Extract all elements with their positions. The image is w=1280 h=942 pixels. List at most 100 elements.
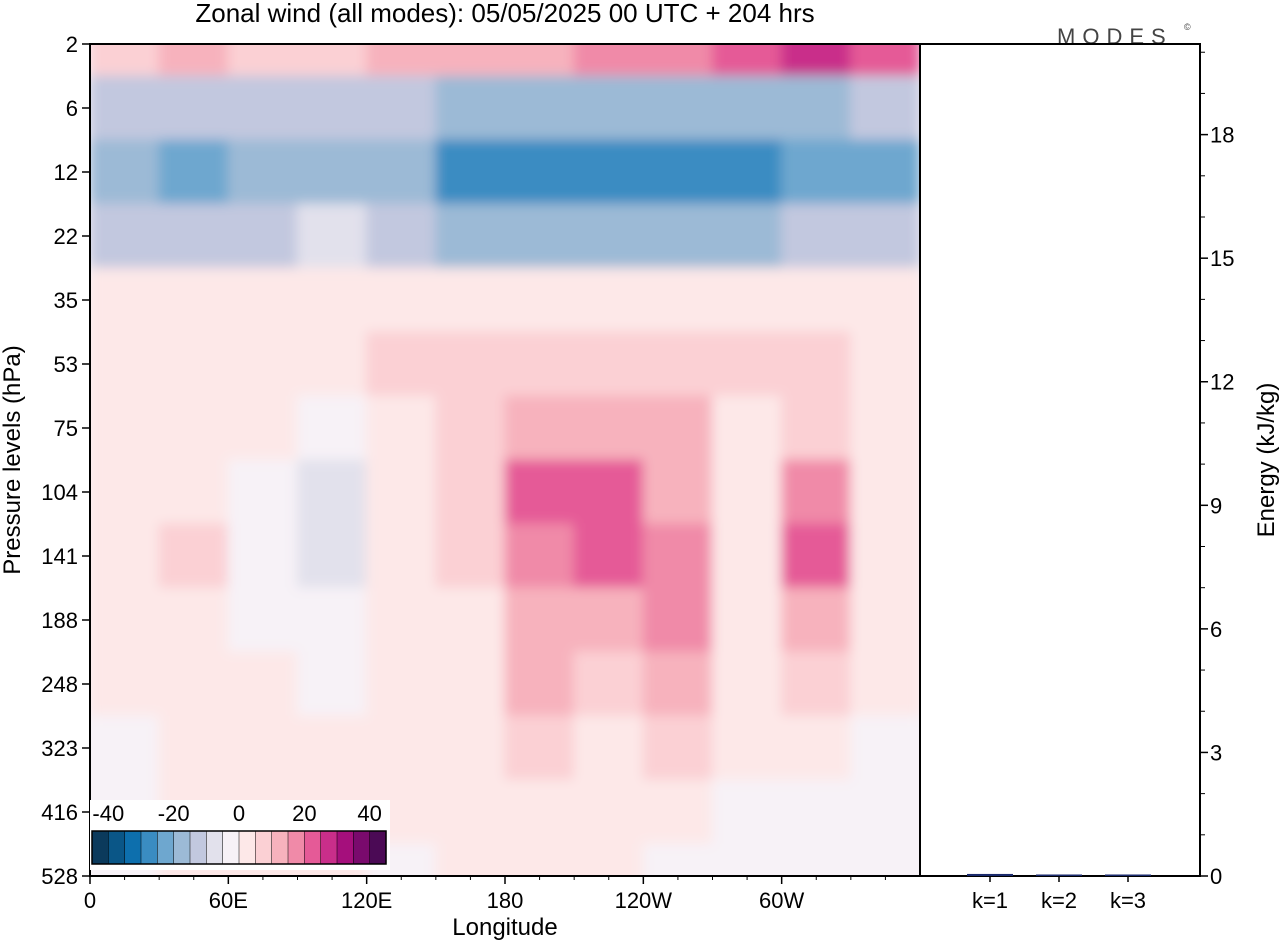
heatmap-cell xyxy=(158,651,229,717)
heatmap-cell xyxy=(366,203,437,269)
heatmap-cell xyxy=(781,779,852,845)
heatmap-cell xyxy=(158,587,229,653)
energy-category-label: k=1 xyxy=(972,888,1008,913)
heatmap-cell xyxy=(642,587,713,653)
heatmap-cell xyxy=(850,651,920,717)
heatmap-cell xyxy=(504,75,575,141)
heatmap-cell xyxy=(850,267,920,333)
colorbar-swatch xyxy=(173,830,191,865)
heatmap-cell xyxy=(573,587,644,653)
heatmap-cell xyxy=(158,395,229,461)
energy-bar xyxy=(1105,874,1151,876)
heatmap-cell xyxy=(435,779,506,845)
heatmap-cell xyxy=(158,267,229,333)
heatmap-cell xyxy=(573,267,644,333)
colorbar-swatch xyxy=(222,830,240,865)
heatmap-cell xyxy=(781,651,852,717)
x-tick-label: 0 xyxy=(84,888,96,913)
heatmap-cell xyxy=(504,139,575,205)
heatmap-cell xyxy=(366,139,437,205)
heatmap-cell xyxy=(504,331,575,397)
heatmap-cell xyxy=(850,139,920,205)
heatmap-cell xyxy=(90,75,160,141)
y-tick-label: 248 xyxy=(41,672,78,697)
y-tick-label: 53 xyxy=(54,352,78,377)
heatmap-cell xyxy=(227,75,298,141)
heatmap-cell xyxy=(227,139,298,205)
energy-x-axis: k=1 k=2 k=3 xyxy=(972,876,1146,913)
heatmap-cell xyxy=(435,715,506,781)
heatmap-cell xyxy=(642,331,713,397)
heatmap-cell xyxy=(781,395,852,461)
heatmap-cell xyxy=(158,331,229,397)
colorbar-swatch xyxy=(206,830,224,865)
heatmap-cell xyxy=(850,459,920,525)
colorbar-swatch xyxy=(238,830,256,865)
energy-tick-label: 3 xyxy=(1210,740,1222,765)
heatmap-cell xyxy=(90,715,160,781)
x-tick-label: 60E xyxy=(209,888,248,913)
heatmap-cell xyxy=(435,203,506,269)
pressure-axis: 2 6 12 22 35 53 75 104 141 188 248 323 416 528 xyxy=(41,32,90,889)
heatmap-cell xyxy=(366,75,437,141)
heatmap-cell xyxy=(435,459,506,525)
energy-tick-label: 12 xyxy=(1210,370,1234,395)
heatmap-cell xyxy=(642,395,713,461)
heatmap-cell xyxy=(781,331,852,397)
heatmap-cell xyxy=(435,44,506,77)
energy-panel-frame xyxy=(919,43,1201,877)
heatmap-cell xyxy=(712,44,783,77)
heatmap-cell xyxy=(781,843,852,876)
energy-tick-label: 0 xyxy=(1210,864,1222,889)
heatmap-cell xyxy=(781,715,852,781)
heatmap-cell xyxy=(90,139,160,205)
heatmap-cell xyxy=(297,715,368,781)
energy-tick-label: 15 xyxy=(1210,246,1234,271)
heatmap-cell xyxy=(227,523,298,589)
x-axis-label: Longitude xyxy=(452,914,557,941)
colorbar-swatch xyxy=(287,830,305,865)
heatmap-cell xyxy=(158,75,229,141)
heatmap-cell xyxy=(366,395,437,461)
heatmap-cell xyxy=(850,44,920,77)
heatmap-cell xyxy=(504,651,575,717)
heatmap-cell xyxy=(90,651,160,717)
heatmap-cell xyxy=(90,395,160,461)
colorbar-swatch xyxy=(140,830,158,865)
heatmap-cell xyxy=(297,459,368,525)
heatmap-cell xyxy=(573,75,644,141)
heatmap-cell xyxy=(504,523,575,589)
heatmap-cell xyxy=(297,523,368,589)
heatmap-cell xyxy=(227,459,298,525)
heatmap-cell xyxy=(573,44,644,77)
heatmap-cell xyxy=(297,75,368,141)
heatmap-cell xyxy=(435,587,506,653)
heatmap-cell xyxy=(504,395,575,461)
colorbar-tick-label: -20 xyxy=(158,801,190,826)
heatmap-cell xyxy=(850,203,920,269)
heatmap-cell xyxy=(642,267,713,333)
colorbar-swatch xyxy=(304,830,322,865)
chart-title: Zonal wind (all modes): 05/05/2025 00 UT… xyxy=(195,0,814,28)
heatmap-field xyxy=(90,44,920,876)
heatmap-cell xyxy=(90,523,160,589)
longitude-axis: 0 60E 120E 180 120W 60W xyxy=(84,876,886,913)
heatmap-cell xyxy=(435,651,506,717)
y-tick-label: 141 xyxy=(41,544,78,569)
heatmap-cell xyxy=(642,715,713,781)
heatmap-cell xyxy=(227,203,298,269)
heatmap-cell xyxy=(781,459,852,525)
heatmap-cell xyxy=(366,331,437,397)
energy-category-label: k=2 xyxy=(1041,888,1077,913)
heatmap-cell xyxy=(158,139,229,205)
energy-bars xyxy=(967,873,1151,876)
heatmap-cell xyxy=(227,267,298,333)
heatmap-cell xyxy=(227,331,298,397)
heatmap-cell xyxy=(712,843,783,876)
heatmap-cell xyxy=(227,395,298,461)
colorbar-legend: -40 -20 0 20 40 xyxy=(90,800,390,870)
heatmap-cell xyxy=(366,267,437,333)
heatmap-cell xyxy=(90,331,160,397)
heatmap-cell xyxy=(158,203,229,269)
heatmap-cell xyxy=(642,779,713,845)
